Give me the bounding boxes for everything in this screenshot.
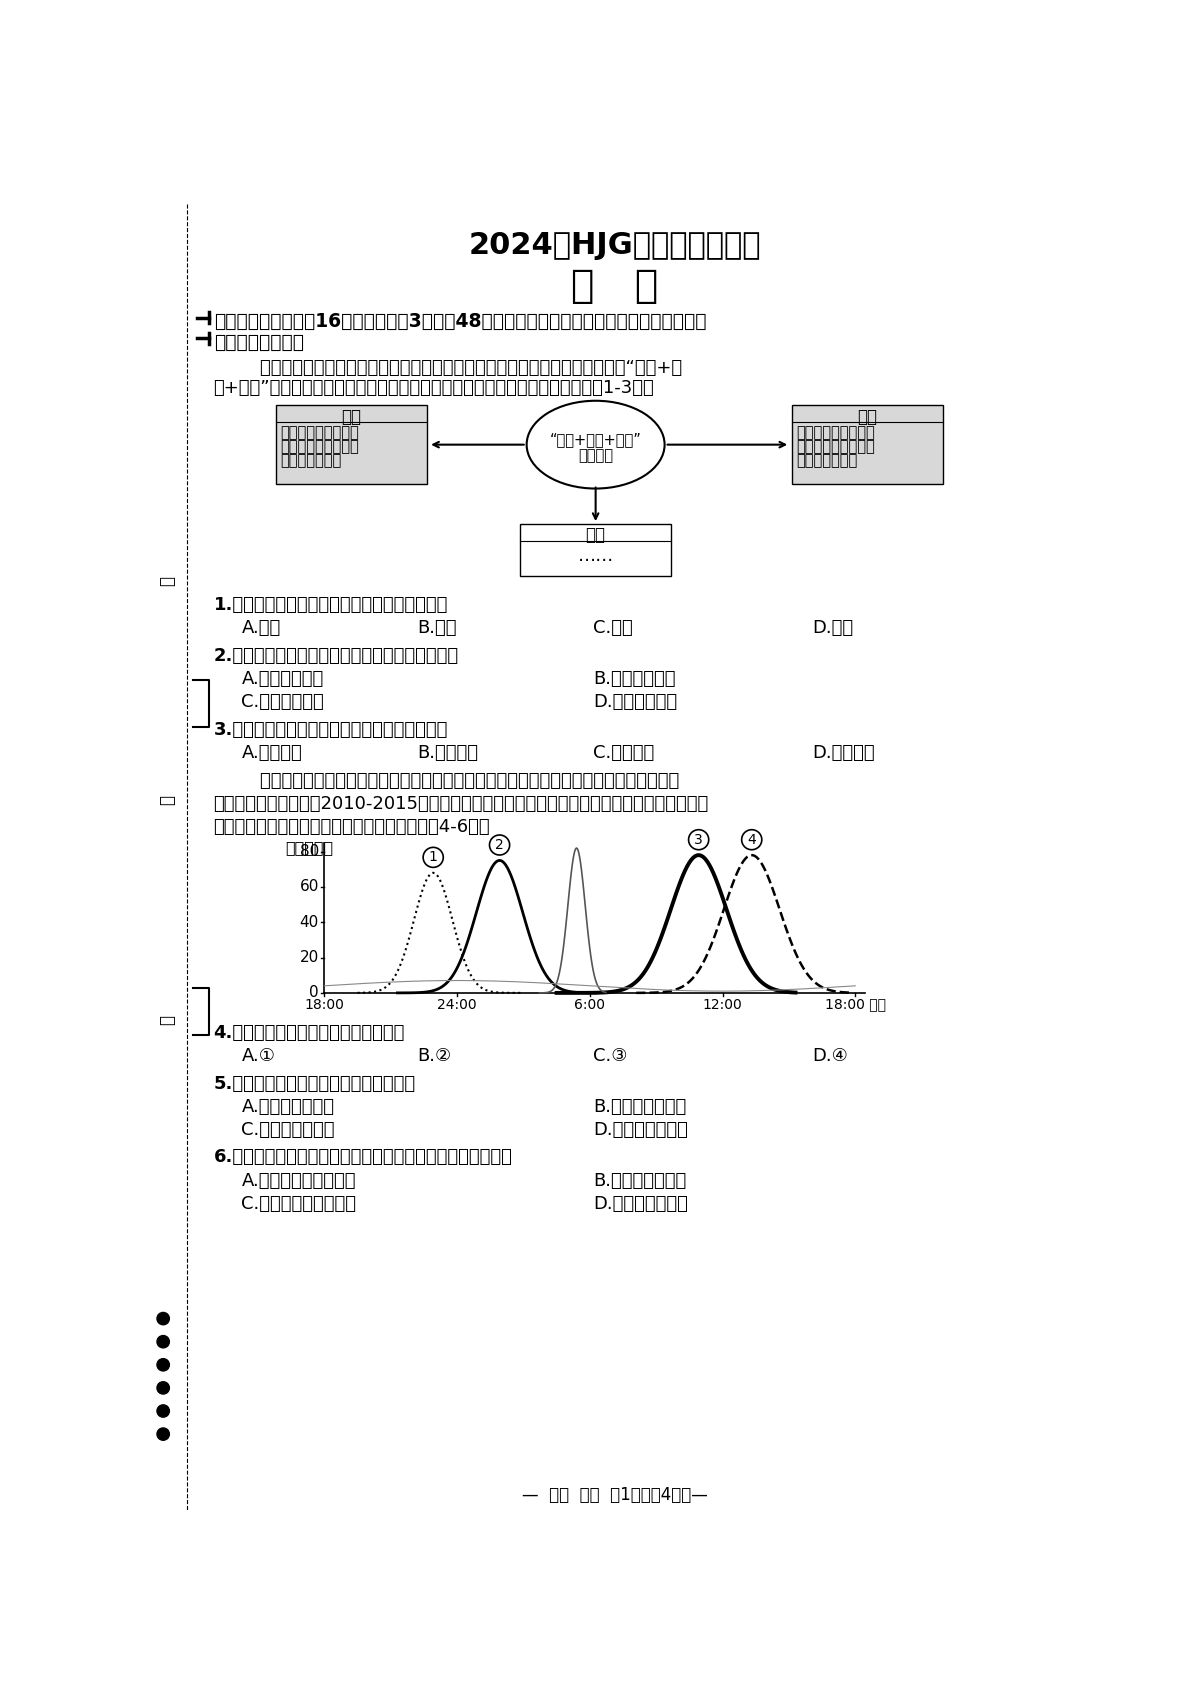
Text: A.水稻种植: A.水稻种植 bbox=[241, 745, 302, 762]
Circle shape bbox=[157, 1336, 169, 1347]
Text: 发展特色养殖（西门: 发展特色养殖（西门 bbox=[281, 426, 359, 441]
Text: 6.鄂阳湖附近城市推进绿色生态发展，对湖陆风强度的影响是: 6.鄂阳湖附近城市推进绿色生态发展，对湖陆风强度的影响是 bbox=[214, 1149, 512, 1166]
Circle shape bbox=[157, 1427, 169, 1441]
Text: “短期+中期+长期”: “短期+中期+长期” bbox=[550, 433, 642, 448]
Text: 1.三河村组织短期劳务输出的主要城市最可能是: 1.三河村组织短期劳务输出的主要城市最可能是 bbox=[214, 596, 448, 614]
Text: 80: 80 bbox=[300, 843, 319, 859]
Text: 频次（天）: 频次（天） bbox=[286, 840, 334, 855]
Text: 18:00 时刻: 18:00 时刻 bbox=[824, 998, 886, 1011]
Text: 4.四条曲线中，表示陆风停止时刻的是: 4.四条曲线中，表示陆风停止时刻的是 bbox=[214, 1023, 404, 1042]
Text: 0: 0 bbox=[310, 986, 319, 1001]
Text: D.④: D.④ bbox=[812, 1047, 848, 1064]
Text: 改变传统种植，发展: 改变传统种植，发展 bbox=[797, 426, 875, 441]
Text: 特色种植（云木香、: 特色种植（云木香、 bbox=[797, 440, 875, 455]
Text: 位于四川昭觉县的三河村，是大凉山腹地一个典型彝族村，在区域发展中探出“短期+中: 位于四川昭觉县的三河村，是大凉山腹地一个典型彝族村，在区域发展中探出“短期+中 bbox=[214, 360, 682, 377]
Circle shape bbox=[157, 1359, 169, 1371]
Ellipse shape bbox=[527, 400, 665, 489]
Text: 24:00: 24:00 bbox=[437, 998, 476, 1011]
Text: C.湖风增强，陆风减弱: C.湖风增强，陆风减弱 bbox=[241, 1195, 356, 1213]
Text: A.保护生态环境: A.保护生态环境 bbox=[241, 670, 324, 689]
FancyBboxPatch shape bbox=[792, 406, 943, 484]
Text: C.增加就业机会: C.增加就业机会 bbox=[241, 694, 324, 711]
Text: 下图是鄂阳湖甲监测站2010-2015年湖陆风起止时刻及其频次统计图，四条曲线表示湖风开始、: 下图是鄂阳湖甲监测站2010-2015年湖陆风起止时刻及其频次统计图，四条曲线表… bbox=[214, 794, 709, 813]
Text: 6:00: 6:00 bbox=[575, 998, 605, 1011]
Text: 花椒、冬桃等）: 花椒、冬桃等） bbox=[797, 453, 858, 468]
Text: 长期: 长期 bbox=[586, 526, 606, 545]
FancyBboxPatch shape bbox=[276, 406, 427, 484]
FancyBboxPatch shape bbox=[520, 524, 671, 577]
Text: 3: 3 bbox=[695, 833, 703, 847]
Text: 湖风停止、陆风开始、陆风停止时刻。据此完成4-6题。: 湖风停止、陆风开始、陆风停止时刻。据此完成4-6题。 bbox=[214, 818, 490, 837]
Text: 封: 封 bbox=[158, 796, 176, 806]
Text: 5.与夏季相比，鄂阳湖冬季湖风起止时刻: 5.与夏季相比，鄂阳湖冬季湖风起止时刻 bbox=[214, 1074, 415, 1093]
Text: 短期: 短期 bbox=[341, 407, 361, 426]
Text: B.提高农民收入: B.提高农民收入 bbox=[593, 670, 676, 689]
Text: 符合题目要求的。: 符合题目要求的。 bbox=[214, 333, 304, 351]
Text: 2024年HJG第二次模拟测试: 2024年HJG第二次模拟测试 bbox=[469, 231, 761, 260]
Text: 2.三河村发展特色种植取代传统种植的主要目的是: 2.三河村发展特色种植取代传统种植的主要目的是 bbox=[214, 647, 458, 665]
Text: B.湖风陆风均减弱: B.湖风陆风均减弱 bbox=[593, 1171, 686, 1190]
Text: 期+长期”相结合的特色发展模式（见下图），成为全国脱贫攻坚楷模。据此完成1-3题。: 期+长期”相结合的特色发展模式（见下图），成为全国脱贫攻坚楷模。据此完成1-3题… bbox=[214, 378, 654, 397]
Text: A.①: A.① bbox=[241, 1047, 275, 1064]
Text: D.天津: D.天津 bbox=[812, 619, 853, 638]
Text: C.开始早，结束晩: C.开始早，结束晩 bbox=[241, 1120, 335, 1139]
Text: 2: 2 bbox=[496, 838, 504, 852]
Circle shape bbox=[157, 1405, 169, 1417]
Text: 密: 密 bbox=[158, 575, 176, 585]
Text: 一、选择题：本题全16小题，每小邘3分，全48分。在每小题给出的四个选项中，只有一项是: 一、选择题：本题全16小题，每小邘3分，全48分。在每小题给出的四个选项中，只有… bbox=[214, 312, 706, 331]
Text: 3.立足当地的资源优势，三河村长期最适合发展: 3.立足当地的资源优势，三河村长期最适合发展 bbox=[214, 721, 448, 740]
Text: D.湖风陆风均增强: D.湖风陆风均增强 bbox=[593, 1195, 688, 1213]
Text: 由于湖陆热力差异，鄂阳湖周边形成明显的湖陆风环流。湖陆风起止时刻具有季节变化。: 由于湖陆热力差异，鄂阳湖周边形成明显的湖陆风环流。湖陆风起止时刻具有季节变化。 bbox=[214, 772, 679, 789]
Circle shape bbox=[157, 1381, 169, 1393]
Text: 18:00: 18:00 bbox=[305, 998, 344, 1011]
Text: B.开始晩，结束早: B.开始晩，结束早 bbox=[593, 1098, 686, 1115]
Text: 60: 60 bbox=[300, 879, 319, 894]
Text: —  高三  地理  第1页（兲4页）—: — 高三 地理 第1页（兲4页）— bbox=[522, 1485, 708, 1504]
Circle shape bbox=[157, 1312, 169, 1325]
Text: 和组织劳务输出: 和组织劳务输出 bbox=[281, 453, 342, 468]
Text: A.北京: A.北京 bbox=[241, 619, 281, 638]
Text: 中期: 中期 bbox=[857, 407, 877, 426]
Text: D.乡村旅游: D.乡村旅游 bbox=[812, 745, 875, 762]
Text: C.重庆: C.重庆 bbox=[593, 619, 634, 638]
Text: 线: 线 bbox=[158, 1015, 176, 1025]
Text: D.开始早，结束早: D.开始早，结束早 bbox=[593, 1120, 688, 1139]
Text: 塔尔牛、中华蜜蜂）: 塔尔牛、中华蜜蜂） bbox=[281, 440, 359, 455]
Text: B.上海: B.上海 bbox=[418, 619, 457, 638]
Text: B.②: B.② bbox=[418, 1047, 451, 1064]
Text: C.机械制造: C.机械制造 bbox=[593, 745, 654, 762]
Text: C.③: C.③ bbox=[593, 1047, 628, 1064]
Text: 40: 40 bbox=[300, 915, 319, 930]
Text: 地   理: 地 理 bbox=[571, 266, 659, 305]
Text: 20: 20 bbox=[300, 950, 319, 966]
Text: 1: 1 bbox=[428, 850, 438, 864]
Text: 4: 4 bbox=[748, 833, 756, 847]
Text: B.矿产开发: B.矿产开发 bbox=[418, 745, 479, 762]
Text: A.开始晩，结束晩: A.开始晩，结束晩 bbox=[241, 1098, 335, 1115]
Text: 发展模式: 发展模式 bbox=[578, 448, 613, 463]
Text: 12:00: 12:00 bbox=[703, 998, 743, 1011]
Text: D.扩大农业规模: D.扩大农业规模 bbox=[593, 694, 678, 711]
Text: ……: …… bbox=[577, 546, 613, 565]
Text: A.湖风减弱，陆风增强: A.湖风减弱，陆风增强 bbox=[241, 1171, 356, 1190]
